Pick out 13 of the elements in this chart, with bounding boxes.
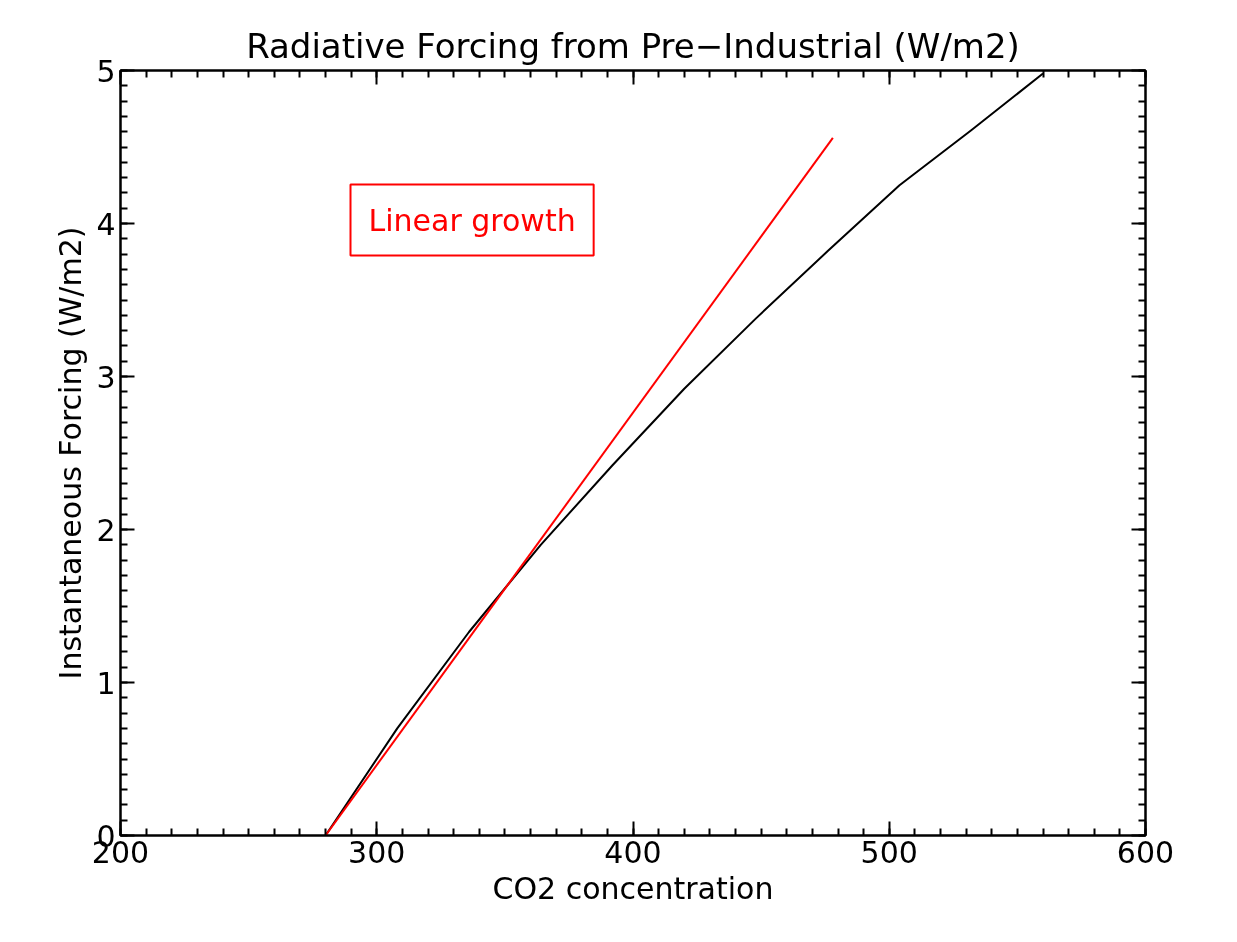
y-tick-label: 1 — [96, 665, 116, 701]
y-tick-label: 4 — [96, 206, 116, 242]
y-tick-label: 2 — [96, 512, 116, 548]
x-tick-label: 500 — [860, 834, 918, 870]
x-tick-label: 600 — [1116, 834, 1175, 870]
y-tick-label: 5 — [96, 53, 116, 89]
y-axis-title: Instantaneous Forcing (W/m2) — [53, 226, 89, 680]
y-tick-label: 3 — [96, 359, 116, 395]
x-tick-label: 300 — [348, 834, 406, 870]
x-axis-title: CO2 concentration — [492, 870, 774, 906]
x-tick-label: 400 — [604, 834, 662, 870]
annotation: Linear growth — [368, 202, 576, 238]
chart-title: Radiative Forcing from Pre−Industrial (W/m2) — [246, 25, 1020, 66]
